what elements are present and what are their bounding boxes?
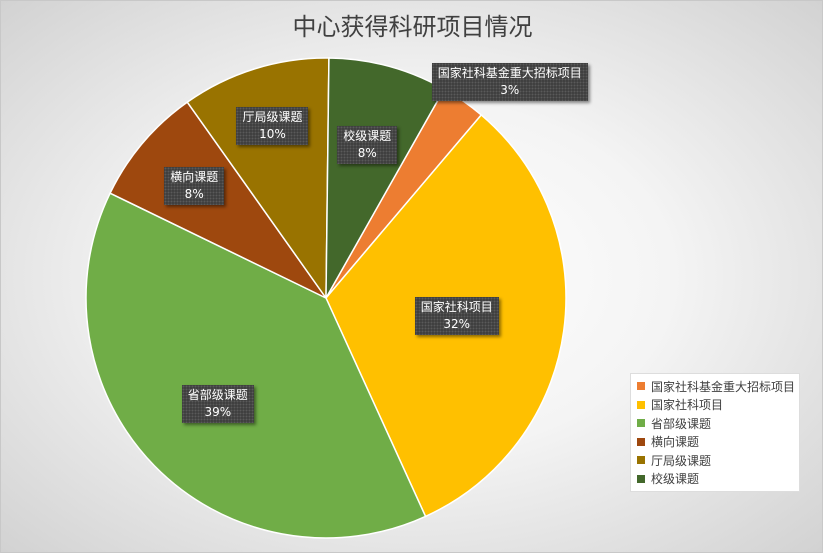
- slice-label-name: 厅局级课题: [242, 110, 303, 125]
- legend-label: 校级课题: [651, 472, 700, 487]
- legend-entry: 省部级课题: [637, 414, 795, 433]
- legend-entry: 国家社科项目: [637, 396, 795, 415]
- slice-label-percent: 3%: [500, 82, 520, 97]
- legend-label: 横向课题: [651, 435, 700, 450]
- legend-swatch: [637, 474, 645, 483]
- legend-label: 厅局级课题: [651, 453, 712, 468]
- legend-label: 省部级课题: [651, 416, 712, 431]
- legend-entry: 国家社科基金重大招标项目: [637, 377, 795, 396]
- slice-data-label: 国家社科基金重大招标项目 3%: [431, 62, 588, 101]
- slice-label-percent: 10%: [259, 127, 286, 142]
- legend-entry: 校级课题: [637, 470, 795, 489]
- legend-entry: 厅局级课题: [637, 451, 795, 470]
- slice-label-name: 国家社科项目: [420, 300, 493, 315]
- legend: 国家社科基金重大招标项目 国家社科项目 省部级课题横向课题厅局级课题校级课题: [630, 373, 801, 492]
- legend-swatch: [637, 456, 645, 465]
- slice-label-name: 横向课题: [170, 170, 219, 185]
- slice-data-label: 厅局级课题 10%: [236, 107, 309, 146]
- slice-data-label: 国家社科项目 32%: [414, 297, 499, 336]
- legend-swatch: [637, 437, 645, 446]
- slice-label-name: 国家社科基金重大招标项目: [437, 65, 582, 80]
- slice-label-percent: 32%: [443, 317, 471, 332]
- legend-entry: 横向课题: [637, 433, 795, 452]
- chart-title: 中心获得科研项目情况: [292, 13, 533, 41]
- legend-swatch: [637, 400, 645, 409]
- slice-label-percent: 39%: [204, 404, 232, 419]
- legend-swatch: [637, 419, 645, 428]
- legend-label: 国家社科项目: [651, 398, 724, 413]
- pie-slice: [85, 192, 427, 539]
- slice-label-percent: 8%: [357, 146, 377, 161]
- slice-label-percent: 8%: [184, 187, 204, 202]
- slice-label-name: 校级课题: [343, 129, 392, 144]
- legend-swatch: [637, 382, 645, 391]
- slice-data-label: 省部级课题 39%: [181, 384, 254, 423]
- slice-data-label: 横向课题 8%: [164, 167, 225, 206]
- legend-label: 国家社科基金重大招标项目: [651, 379, 796, 394]
- slice-label-name: 省部级课题: [187, 387, 248, 402]
- slice-data-label: 校级课题 8%: [337, 126, 398, 165]
